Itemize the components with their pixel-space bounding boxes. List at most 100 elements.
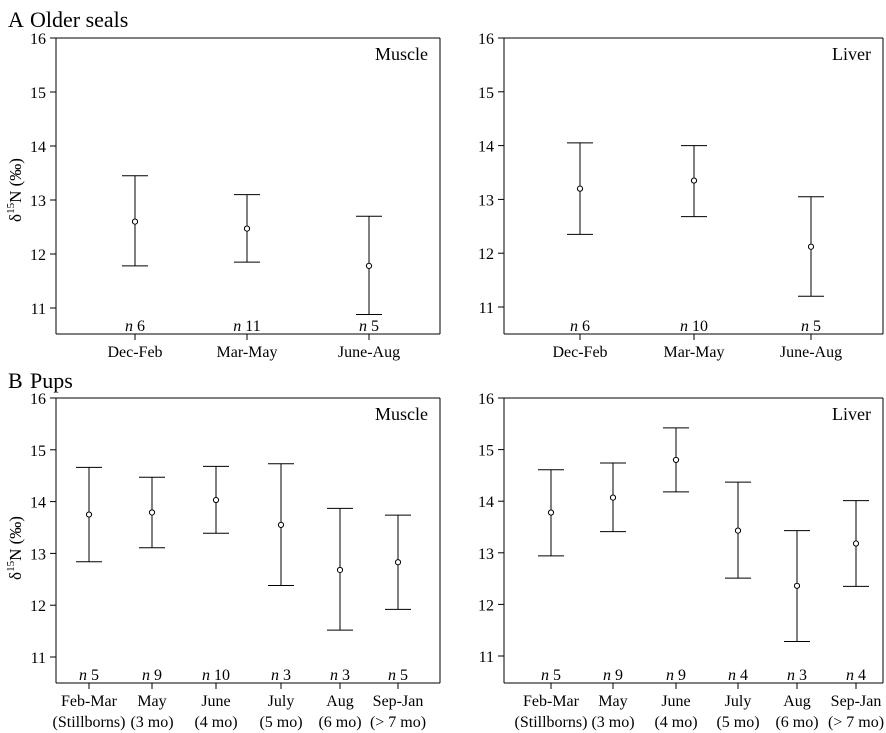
x-tick-label: Feb-Mar	[61, 693, 118, 710]
x-tick-label: Aug	[783, 693, 811, 710]
n-label: n 11	[233, 318, 260, 335]
y-tick-label: 15	[478, 85, 494, 102]
n-label: n 3	[787, 667, 807, 684]
x-tick-label: (3 mo)	[130, 714, 173, 731]
n-label: n 4	[728, 667, 748, 684]
y-tick-label: 13	[30, 546, 46, 563]
panel-A-muscle: 11 12 13 14 15 16 Muscle Dec-Feb n 6 Mar-May n 11 J…	[30, 31, 441, 361]
x-tick-label: Sep-Jan	[831, 693, 882, 710]
x-tick-label: Dec-Feb	[107, 344, 162, 361]
n-label: n 9	[666, 667, 686, 684]
y-tick-label: 14	[30, 139, 46, 156]
n-label: n 6	[125, 318, 145, 335]
x-tick-label: Aug	[326, 693, 354, 710]
mean-point	[365, 262, 373, 269]
n-label: n 9	[603, 667, 623, 684]
panel-label: Liver	[832, 44, 871, 64]
y-tick-label: 13	[30, 193, 46, 210]
y-tick-label: 11	[31, 650, 46, 667]
y-tick-label: 12	[478, 246, 494, 263]
x-tick-label: (4 mo)	[654, 714, 697, 731]
n-label: n 9	[142, 667, 162, 684]
mean-point	[394, 559, 402, 566]
x-tick-label: (3 mo)	[591, 714, 634, 731]
mean-point	[576, 185, 584, 192]
mean-point	[131, 218, 139, 225]
x-tick-label: (6 mo)	[318, 714, 361, 731]
x-tick-label: Mar-May	[217, 344, 278, 361]
n-label: n 5	[801, 318, 821, 335]
n-label: n 3	[330, 667, 350, 684]
y-tick-label: 16	[30, 31, 46, 48]
mean-point	[734, 527, 742, 534]
panel-label: Muscle	[375, 44, 428, 64]
y-tick-label: 16	[478, 31, 494, 48]
n-label: n 6	[570, 318, 590, 335]
x-tick-label: (Stillborns)	[53, 714, 126, 731]
x-tick-label: (4 mo)	[194, 714, 237, 731]
x-tick-label: Dec-Feb	[552, 344, 607, 361]
y-tick-label: 12	[30, 598, 46, 615]
x-tick-label: June-Aug	[780, 344, 842, 361]
n-label: n 10	[680, 318, 708, 335]
x-tick-label: (> 7 mo)	[828, 714, 884, 731]
n-label: n 5	[388, 667, 408, 684]
x-tick-label: May	[598, 693, 627, 710]
x-tick-label: June	[201, 693, 230, 710]
x-tick-label: (5 mo)	[716, 714, 759, 731]
mean-point	[277, 521, 285, 529]
panel-label: Muscle	[375, 404, 428, 424]
section-b-letter: B	[8, 368, 23, 393]
x-tick-label: June-Aug	[338, 344, 400, 361]
y-tick-label: 14	[30, 495, 46, 512]
mean-point	[547, 509, 555, 516]
x-tick-label: (> 7 mo)	[370, 714, 426, 731]
x-tick-label: June	[661, 693, 690, 710]
panel-B-muscle: 11 12 13 14 15 16 Muscle Feb-Mar (Stillborns) n 5…	[30, 391, 441, 731]
y-tick-label: 15	[30, 443, 46, 460]
y-tick-label: 15	[478, 443, 494, 460]
mean-point	[852, 540, 860, 547]
n-label: n 3	[271, 667, 291, 684]
x-tick-label: Feb-Mar	[523, 693, 580, 710]
y-tick-label: 12	[30, 247, 46, 264]
x-tick-label: Mar-May	[664, 344, 725, 361]
mean-point	[690, 177, 698, 184]
y-tick-label: 16	[478, 391, 494, 408]
y-tick-label: 13	[478, 546, 494, 563]
mean-point	[243, 225, 251, 232]
mean-point	[672, 456, 680, 464]
panel-A-liver: 11 12 13 14 15 16 Liver Dec-Feb n 6 Mar-May n 10 Ju…	[478, 31, 884, 361]
y-tick-label: 14	[478, 139, 494, 156]
mean-point	[148, 509, 156, 516]
y-tick-label: 14	[478, 494, 494, 511]
x-tick-label: July	[725, 693, 752, 710]
y-tick-label: 11	[31, 301, 46, 318]
y-tick-label: 15	[30, 85, 46, 102]
mean-point	[336, 566, 344, 574]
mean-point	[807, 243, 815, 250]
n-label: n 4	[846, 667, 866, 684]
x-tick-label: May	[137, 693, 166, 710]
y-tick-label: 11	[479, 649, 494, 666]
section-a-title: Older seals	[30, 7, 128, 32]
n-label: n 5	[359, 318, 379, 335]
y-axis-label-a: δ15N (‰)	[5, 158, 25, 222]
section-a-letter: A	[8, 7, 24, 32]
y-axis-label-b: δ15N (‰)	[5, 516, 25, 580]
y-tick-label: 16	[30, 391, 46, 408]
mean-point	[85, 511, 93, 518]
y-tick-label: 11	[479, 300, 494, 317]
n-label: n 10	[202, 667, 230, 684]
x-tick-label: July	[268, 693, 295, 710]
section-b-title: Pups	[30, 368, 73, 393]
mean-point	[793, 582, 801, 589]
y-tick-label: 12	[478, 597, 494, 614]
mean-point	[212, 496, 220, 504]
panel-B-liver: 11 12 13 14 15 16 Liver Feb-Mar (Stillborns) n 5 M…	[478, 391, 884, 731]
x-tick-label: Sep-Jan	[373, 693, 424, 710]
x-tick-label: (6 mo)	[775, 714, 818, 731]
y-tick-label: 13	[478, 192, 494, 209]
x-tick-label: (5 mo)	[259, 714, 302, 731]
